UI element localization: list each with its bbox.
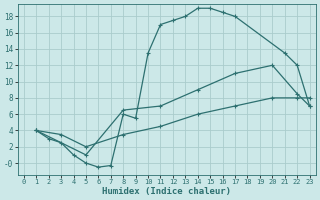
X-axis label: Humidex (Indice chaleur): Humidex (Indice chaleur) (102, 187, 231, 196)
